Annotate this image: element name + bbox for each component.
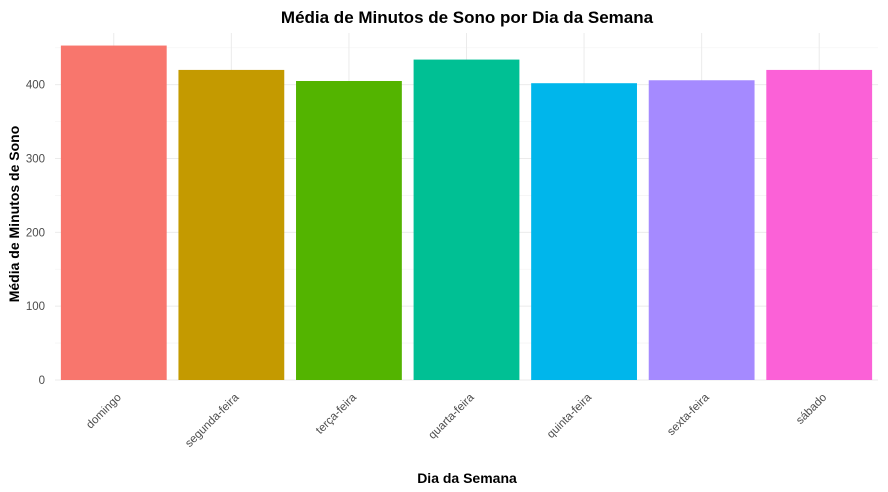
y-tick-label: 400: [26, 80, 45, 92]
x-tick-label: sexta-feira: [665, 391, 712, 438]
bar-sexta-feira: [648, 80, 755, 380]
bar-sábado: [766, 69, 873, 381]
y-tick-label: 300: [26, 154, 45, 166]
bar-quarta-feira: [413, 59, 520, 380]
x-axis-ticks: domingo segunda-feira terça-feira quarta-fe…: [84, 391, 829, 450]
bars-layer: [60, 45, 873, 381]
bar-segunda-feira: [178, 69, 285, 381]
y-axis-ticks: 0 100 200 300 400: [26, 80, 45, 387]
y-tick-label: 100: [26, 301, 45, 313]
bar-quinta-feira: [531, 83, 637, 380]
x-tick-label: quinta-feira: [545, 391, 595, 441]
x-tick-label: quarta-feira: [427, 391, 477, 441]
y-axis-title: Média de Minutos de Sono: [6, 126, 22, 303]
x-tick-label: sábado: [794, 392, 829, 427]
x-axis-title: Dia da Semana: [417, 470, 517, 486]
x-tick-label: segunda-feira: [183, 391, 242, 450]
bar-domingo: [60, 45, 167, 381]
x-tick-label: domingo: [84, 392, 124, 432]
y-tick-label: 0: [39, 375, 45, 387]
chart-title: Média de Minutos de Sono por Dia da Sema…: [281, 8, 654, 27]
x-tick-label: terça-feira: [314, 391, 360, 437]
bar-terça-feira: [296, 80, 402, 380]
y-tick-label: 200: [26, 227, 45, 239]
